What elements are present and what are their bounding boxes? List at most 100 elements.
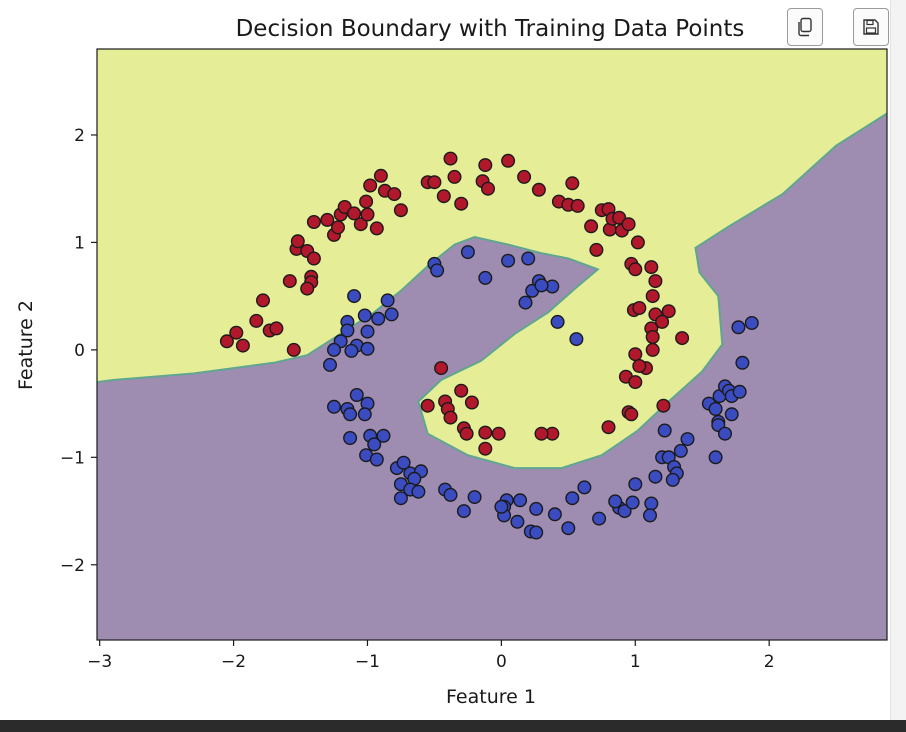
- class1-point: [643, 508, 658, 523]
- class1-point: [460, 245, 475, 260]
- x-axis-ticks: −3 −2 −1 0 1 2: [87, 640, 775, 672]
- y-axis-ticks: −2 −1 0 1 2: [60, 126, 97, 576]
- class0-point: [256, 293, 271, 308]
- class0-point: [589, 242, 604, 257]
- class0-point: [282, 274, 297, 289]
- copy-icon: [798, 17, 812, 37]
- class0-point: [478, 441, 493, 456]
- class1-point: [357, 308, 372, 323]
- class0-point: [459, 426, 474, 441]
- class1-point: [467, 490, 482, 505]
- class0-point: [630, 235, 645, 250]
- x-tick-label: 0: [496, 652, 507, 672]
- class0-point: [353, 217, 368, 232]
- class1-point: [547, 507, 562, 522]
- window-bottom-bar: [0, 720, 906, 732]
- class0-point: [454, 383, 469, 398]
- class1-point: [673, 443, 688, 458]
- class1-point: [724, 407, 739, 422]
- class0-point: [491, 426, 506, 441]
- class0-point: [628, 375, 643, 390]
- class0-point: [531, 182, 546, 197]
- class1-point: [396, 455, 411, 470]
- class1-point: [357, 407, 372, 422]
- class1-point: [323, 357, 338, 372]
- class0-point: [501, 153, 516, 168]
- class1-point: [340, 323, 355, 338]
- class1-point: [625, 495, 640, 510]
- class1-point: [513, 493, 528, 508]
- class0-point: [565, 176, 580, 191]
- class0-point: [612, 210, 627, 225]
- class0-point: [347, 206, 362, 221]
- class1-point: [680, 432, 695, 447]
- class1-point: [561, 521, 576, 536]
- class1-point: [731, 320, 746, 335]
- save-button[interactable]: [853, 8, 889, 46]
- class1-point: [708, 450, 723, 465]
- copy-button[interactable]: [787, 8, 823, 46]
- class0-point: [464, 395, 479, 410]
- class1-point: [529, 501, 544, 516]
- class0-point: [360, 207, 375, 222]
- x-tick-label: −3: [87, 652, 112, 672]
- y-tick-label: −2: [60, 556, 85, 576]
- x-tick-label: 2: [764, 652, 775, 672]
- class1-point: [708, 402, 723, 417]
- class0-point: [363, 178, 378, 193]
- class0-point: [481, 181, 496, 196]
- window-right-edge: [890, 0, 906, 720]
- class0-point: [434, 361, 449, 376]
- class0-point: [644, 260, 659, 275]
- class1-point: [430, 263, 445, 278]
- class0-point: [286, 342, 301, 357]
- class0-point: [624, 407, 639, 422]
- class0-point: [306, 251, 321, 266]
- y-tick-label: 2: [74, 126, 85, 146]
- class0-point: [645, 289, 660, 304]
- data-points: [219, 151, 759, 540]
- class1-point: [343, 407, 358, 422]
- class1-point: [347, 289, 362, 304]
- class0-point: [584, 219, 599, 234]
- class0-point: [420, 398, 435, 413]
- class0-point: [331, 220, 346, 235]
- class1-point: [518, 295, 533, 310]
- class0-point: [645, 342, 660, 357]
- y-axis-label: Feature 2: [15, 300, 37, 390]
- class1-point: [718, 426, 733, 441]
- class1-point: [380, 293, 395, 308]
- class1-point: [644, 496, 659, 511]
- class0-point: [443, 151, 458, 166]
- class1-point: [360, 324, 375, 339]
- x-tick-label: −1: [355, 652, 380, 672]
- class0-point: [427, 175, 442, 190]
- class1-point: [384, 307, 399, 322]
- plot-area: [97, 49, 887, 640]
- class1-point: [456, 504, 471, 519]
- x-tick-label: 1: [630, 652, 641, 672]
- class0-point: [290, 234, 305, 249]
- class0-point: [655, 314, 670, 329]
- class1-point: [501, 253, 516, 268]
- class0-point: [229, 325, 244, 340]
- class1-point: [411, 484, 426, 499]
- axes-frame: [96, 48, 888, 641]
- class1-point: [657, 423, 672, 438]
- class1-point: [327, 399, 342, 414]
- class1-point: [529, 525, 544, 540]
- class0-point: [534, 426, 549, 441]
- y-tick-label: 1: [74, 233, 85, 253]
- class0-point: [369, 221, 384, 236]
- class1-point: [521, 251, 536, 266]
- x-tick-label: −2: [221, 652, 246, 672]
- class1-point: [376, 428, 391, 443]
- class1-point: [648, 469, 663, 484]
- class0-point: [628, 347, 643, 362]
- class0-point: [443, 410, 458, 425]
- class0-point: [269, 321, 284, 336]
- class1-point: [565, 491, 580, 506]
- class1-point: [744, 316, 759, 331]
- class1-point: [608, 494, 623, 509]
